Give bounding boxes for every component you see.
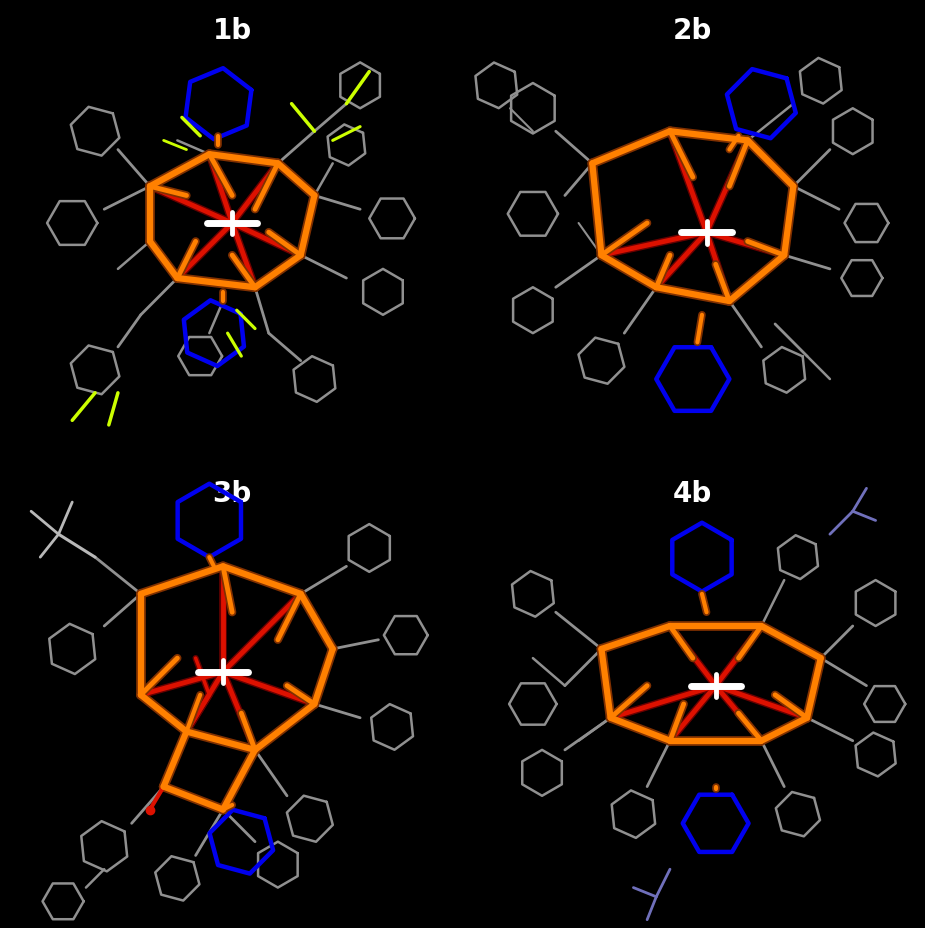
Text: 2b: 2b — [673, 18, 712, 45]
Text: 4b: 4b — [673, 480, 712, 508]
Text: 1b: 1b — [213, 18, 252, 45]
Text: 3b: 3b — [213, 480, 252, 508]
